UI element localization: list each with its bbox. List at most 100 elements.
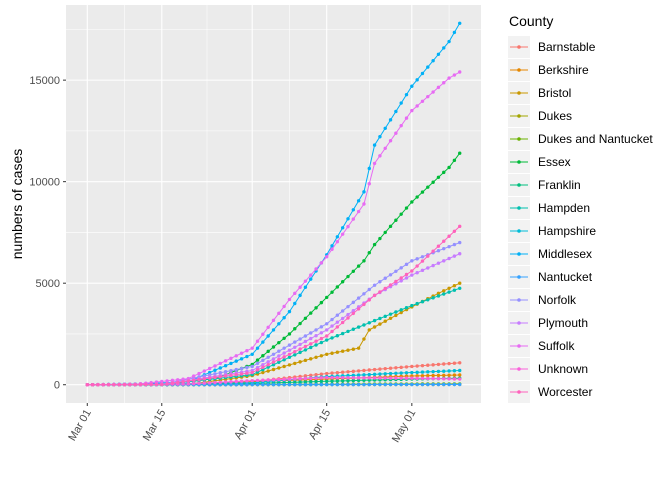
data-point (362, 378, 366, 382)
legend-item: Hampden (508, 197, 590, 219)
legend-key-point (517, 390, 521, 394)
data-point (452, 254, 457, 258)
data-point (287, 348, 292, 352)
data-point (378, 236, 382, 241)
y-axis-title: numbers of cases (9, 149, 25, 260)
data-point (314, 382, 318, 387)
data-point (383, 276, 387, 280)
data-point (426, 382, 430, 387)
x-tick-label: Mar 01 (66, 408, 94, 444)
data-point (314, 339, 318, 343)
data-point (234, 359, 238, 363)
data-point (378, 322, 382, 326)
data-point (420, 382, 425, 387)
data-point (218, 371, 222, 375)
data-point (282, 351, 286, 355)
data-point (255, 361, 260, 366)
data-point (85, 383, 89, 387)
data-point (282, 364, 286, 369)
data-point (431, 59, 435, 63)
data-point (335, 235, 340, 239)
data-point (442, 377, 446, 381)
data-point (436, 261, 441, 265)
data-point (261, 370, 265, 375)
data-point (250, 378, 254, 383)
data-point (442, 246, 446, 251)
data-point (372, 325, 377, 329)
data-point (447, 165, 451, 170)
data-point (346, 329, 350, 334)
data-point (287, 382, 292, 387)
data-point (436, 85, 441, 90)
data-point (410, 303, 414, 308)
legend-item: Worcester (508, 381, 592, 403)
data-point (388, 283, 393, 287)
data-point (314, 334, 318, 338)
legend-label: Nantucket (538, 270, 593, 284)
data-point (277, 354, 281, 358)
legend-label: Suffolk (538, 339, 575, 353)
data-point (383, 366, 387, 371)
y-tick-label: 15000 (29, 75, 60, 87)
data-point (420, 268, 425, 273)
data-point (346, 348, 350, 352)
legend-key-point (517, 114, 521, 118)
data-point (447, 382, 451, 387)
data-point (394, 218, 398, 222)
data-point (420, 255, 425, 259)
data-point (452, 158, 457, 163)
data-point (452, 242, 457, 247)
data-point (330, 244, 334, 248)
data-point (319, 379, 324, 384)
data-point (303, 316, 308, 320)
data-point (266, 325, 270, 329)
data-point (372, 382, 377, 387)
data-point (340, 379, 345, 383)
data-point (101, 382, 105, 387)
legend-item: Dukes and Nantucket (508, 128, 653, 150)
data-point (325, 375, 329, 380)
legend-label: Essex (538, 155, 571, 169)
data-point (372, 283, 377, 287)
data-point (383, 230, 387, 235)
data-point (207, 381, 212, 385)
data-point (420, 370, 425, 374)
data-point (319, 372, 324, 376)
data-point (452, 73, 457, 77)
data-point (122, 382, 127, 387)
data-point (367, 181, 371, 186)
data-point (255, 382, 260, 387)
legend-item: Franklin (508, 174, 581, 196)
data-point (271, 382, 276, 387)
data-point (458, 286, 462, 290)
data-point (378, 382, 382, 387)
data-point (293, 377, 297, 381)
data-point (340, 226, 345, 230)
data-point (287, 352, 292, 356)
data-point (223, 374, 228, 378)
data-point (165, 382, 169, 386)
data-point (356, 346, 361, 350)
data-point (410, 376, 414, 380)
data-point (404, 365, 409, 369)
data-point (223, 382, 228, 387)
data-point (239, 351, 244, 355)
data-point (239, 357, 244, 361)
data-point (314, 267, 318, 271)
data-point (293, 327, 297, 331)
data-point (351, 327, 356, 331)
data-point (356, 296, 361, 300)
data-point (420, 259, 425, 263)
series-worcester (85, 224, 462, 387)
data-point (362, 302, 366, 307)
data-point (436, 369, 441, 374)
data-point (255, 339, 260, 343)
data-point (234, 379, 238, 384)
data-point (330, 247, 334, 251)
legend-key-point (517, 45, 521, 49)
data-point (250, 346, 254, 350)
data-point (378, 135, 382, 139)
data-point (372, 161, 377, 166)
data-point (314, 343, 318, 347)
data-point (410, 382, 414, 387)
